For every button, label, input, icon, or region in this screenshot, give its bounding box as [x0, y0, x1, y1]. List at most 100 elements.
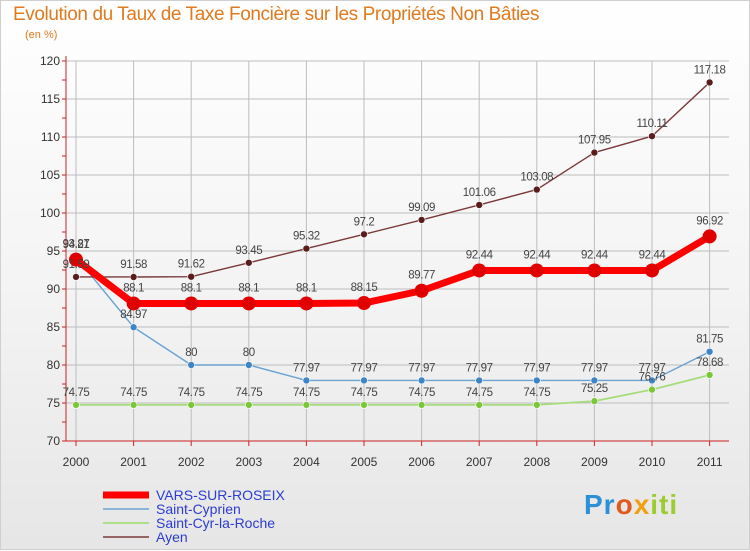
- data-point: [72, 273, 80, 281]
- y-tick-label: 105: [40, 168, 60, 182]
- data-point: [129, 401, 138, 409]
- data-point: [590, 148, 599, 157]
- data-label: 101.06: [463, 187, 496, 199]
- y-tick-label: 120: [40, 54, 60, 68]
- data-point: [129, 323, 138, 332]
- grid-lines: [66, 60, 729, 442]
- data-label: 91.58: [120, 259, 147, 271]
- series-line-ayen: [75, 81, 711, 278]
- data-label: 77.97: [351, 362, 378, 374]
- data-label: 74.75: [466, 387, 493, 399]
- data-point: [360, 376, 368, 385]
- data-label: 77.97: [408, 362, 435, 374]
- data-point: [590, 376, 599, 385]
- data-label: 88.15: [351, 282, 378, 294]
- data-label: 88.1: [238, 282, 259, 294]
- data-label: 92.44: [523, 249, 551, 261]
- data-point: [529, 263, 544, 278]
- y-tick-label: 75: [47, 396, 61, 410]
- data-point: [72, 401, 80, 409]
- data-point: [302, 401, 311, 409]
- data-point: [357, 296, 371, 311]
- legend-label: Ayen: [156, 529, 188, 545]
- x-tick-label: 2003: [235, 455, 262, 469]
- y-tick-label: 70: [47, 434, 61, 448]
- data-point: [532, 185, 541, 194]
- data-label: 88.1: [296, 282, 317, 294]
- data-label: 74.75: [120, 387, 147, 399]
- data-label: 74.75: [235, 387, 262, 399]
- data-point: [475, 201, 484, 209]
- data-point: [702, 229, 717, 244]
- data-label: 81.75: [696, 334, 723, 346]
- data-label: 93.45: [235, 245, 262, 257]
- x-tick-label: 2010: [639, 455, 666, 469]
- data-point: [126, 296, 141, 311]
- data-point: [587, 263, 602, 278]
- data-label: 88.1: [123, 282, 144, 294]
- data-point: [590, 397, 599, 405]
- axes: 70 75 80 85 90 95 100 105 110 115 120 2000 2001 2002 2…: [40, 54, 729, 469]
- data-point: [645, 263, 659, 278]
- data-point: [187, 401, 195, 409]
- data-label: 74.75: [351, 387, 378, 399]
- data-label: 74.75: [178, 387, 205, 399]
- y-tick-label: 90: [47, 282, 61, 296]
- data-label: 93.87: [63, 239, 90, 251]
- data-point: [648, 385, 656, 394]
- y-tick-label: 80: [47, 358, 61, 372]
- series-layer: [69, 78, 717, 409]
- data-label: 75.25: [581, 383, 608, 395]
- data-label: 80: [243, 347, 255, 359]
- y-tick-label: 100: [40, 206, 60, 220]
- data-label: 92.44: [639, 249, 667, 261]
- data-point: [302, 376, 311, 385]
- x-tick-label: 2005: [351, 455, 378, 469]
- series-line-vars-sur-roseix: [72, 232, 714, 307]
- data-label: 92.44: [581, 249, 609, 261]
- data-point: [705, 78, 714, 87]
- data-point: [648, 376, 656, 385]
- data-point: [705, 371, 714, 379]
- data-label: 74.75: [408, 387, 435, 399]
- data-label: 78.68: [696, 357, 723, 369]
- x-tick-label: 2009: [581, 455, 608, 469]
- data-label: 91.59: [63, 259, 90, 271]
- data-point: [532, 401, 541, 409]
- data-label: 117.18: [694, 64, 726, 76]
- data-label: 110.11: [636, 118, 667, 130]
- legend-label: Saint-Cyr-la-Roche: [156, 515, 275, 531]
- data-point: [129, 273, 138, 281]
- data-label: 80: [185, 347, 197, 359]
- data-label: 77.97: [466, 362, 493, 374]
- data-label: 77.97: [639, 362, 666, 374]
- y-tick-label: 110: [41, 130, 60, 144]
- data-labels: 93.87 88.1 88.1 88.1 88.1 88.15 89.77 92.44 92.4…: [63, 64, 726, 398]
- data-point: [187, 361, 195, 369]
- x-tick-label: 2001: [120, 455, 147, 469]
- data-label: 84.97: [120, 309, 147, 321]
- series-line-saint-cyr-la-roche: [75, 374, 711, 406]
- y-tick-label: 85: [47, 320, 61, 334]
- x-tick-label: 2006: [408, 455, 435, 469]
- data-label: 92.44: [466, 249, 494, 261]
- data-point: [245, 258, 253, 267]
- data-label: 107.95: [578, 135, 611, 147]
- data-point: [245, 361, 253, 369]
- x-tick-label: 2004: [293, 455, 320, 469]
- data-label: 74.75: [63, 387, 90, 399]
- data-label: 97.2: [354, 216, 375, 228]
- data-point: [417, 376, 426, 385]
- data-point: [472, 263, 487, 278]
- data-label: 74.75: [293, 387, 320, 399]
- x-tick-label: 2008: [523, 455, 550, 469]
- data-label: 74.75: [523, 387, 550, 399]
- data-point: [299, 296, 314, 311]
- data-label: 99.09: [408, 202, 435, 214]
- data-point: [241, 296, 256, 311]
- y-tick-label: 95: [47, 244, 61, 258]
- data-point: [532, 376, 541, 385]
- data-point: [475, 376, 484, 385]
- data-label: 95.32: [293, 231, 320, 243]
